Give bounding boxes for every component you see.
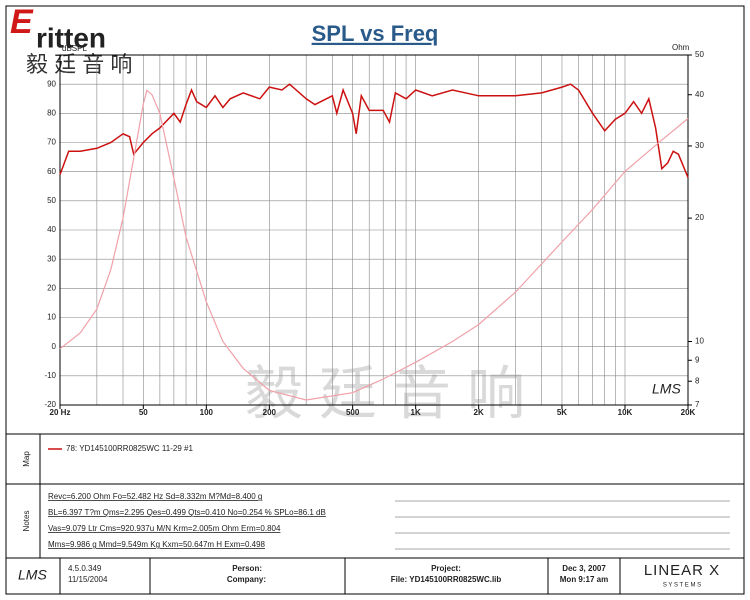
note-line: BL=6.397 T?m Qms=2.295 Qes=0.499 Qts=0.4…: [48, 508, 326, 517]
chart-title: SPL vs Freq: [312, 21, 439, 46]
company: Company:: [227, 575, 266, 584]
y2-tick-label: 40: [695, 90, 704, 99]
corner-mark: LMS: [652, 381, 681, 397]
file: File: YD145100RR0825WC.lib: [391, 575, 502, 584]
note-line: Revc=6.200 Ohm Fo=52.482 Hz Sd=8.332m M?…: [48, 492, 262, 501]
time: Mon 9:17 am: [560, 575, 608, 584]
y2-tick-label: 50: [695, 50, 704, 59]
x-tick-label: 1K: [411, 408, 421, 417]
brand: LINEAR X: [644, 562, 720, 579]
map-label: Map: [22, 451, 31, 467]
note-line: Mms=9.986 g Mmd=9.549m Kg Kxm=50.647m H …: [48, 540, 266, 549]
y2-tick-label: 7: [695, 400, 700, 409]
series-line: [59, 89, 689, 401]
x-tick-label: 2K: [474, 408, 484, 417]
y-tick-label: 90: [47, 79, 56, 88]
x-tick-label: 500: [346, 408, 360, 417]
y2-tick-label: 9: [695, 355, 700, 364]
y2-axis-label: Ohm: [672, 43, 690, 52]
brand-sub: S Y S T E M S: [663, 583, 701, 589]
x-tick-label: 100: [200, 408, 214, 417]
plot-frame: [59, 54, 689, 406]
version-date: 11/15/2004: [68, 575, 108, 584]
note-line: Vas=9.079 Ltr Cms=920.937u M/N Krm=2.005…: [48, 524, 281, 533]
y-axis-label: dBSPL: [62, 44, 87, 53]
y2-tick-label: 30: [695, 141, 704, 150]
outer-frame: [5, 5, 745, 595]
logo: ritten: [36, 22, 106, 53]
y-tick-label: 80: [47, 108, 56, 117]
x-tick-label: 5K: [557, 408, 567, 417]
y-tick-label: 50: [47, 196, 56, 205]
y-tick-label: 60: [47, 167, 56, 176]
y-tick-label: 70: [47, 138, 56, 147]
y-tick-label: 30: [47, 254, 56, 263]
y2-tick-label: 20: [695, 213, 704, 222]
person: Person:: [232, 564, 262, 573]
y-tick-label: 40: [47, 225, 56, 234]
x-tick-label: 10K: [618, 408, 633, 417]
y-tick-label: 20: [47, 283, 56, 292]
date: Dec 3, 2007: [562, 564, 606, 573]
series-line: [59, 83, 689, 178]
y-tick-label: -20: [44, 400, 56, 409]
y-tick-label: -10: [44, 371, 56, 380]
project: Project:: [431, 564, 461, 573]
version: 4.5.0.349: [68, 564, 102, 573]
footer-logo: LMS: [18, 567, 47, 583]
x-tick-label: 200: [263, 408, 277, 417]
logo-subtitle: 毅 廷 音 响: [26, 52, 132, 77]
logo-initial: E: [10, 3, 34, 41]
notes-label: Notes: [22, 511, 31, 532]
x-tick-label: 50: [139, 408, 148, 417]
x-tick-label: 20 Hz: [50, 408, 71, 417]
x-tick-label: 20K: [681, 408, 696, 417]
legend-label: 78: YD145100RR0825WC 11-29 #1: [66, 444, 193, 453]
y2-tick-label: 10: [695, 337, 704, 346]
y2-tick-label: 8: [695, 376, 700, 385]
y-tick-label: 10: [47, 313, 56, 322]
y-tick-label: 0: [52, 342, 57, 351]
